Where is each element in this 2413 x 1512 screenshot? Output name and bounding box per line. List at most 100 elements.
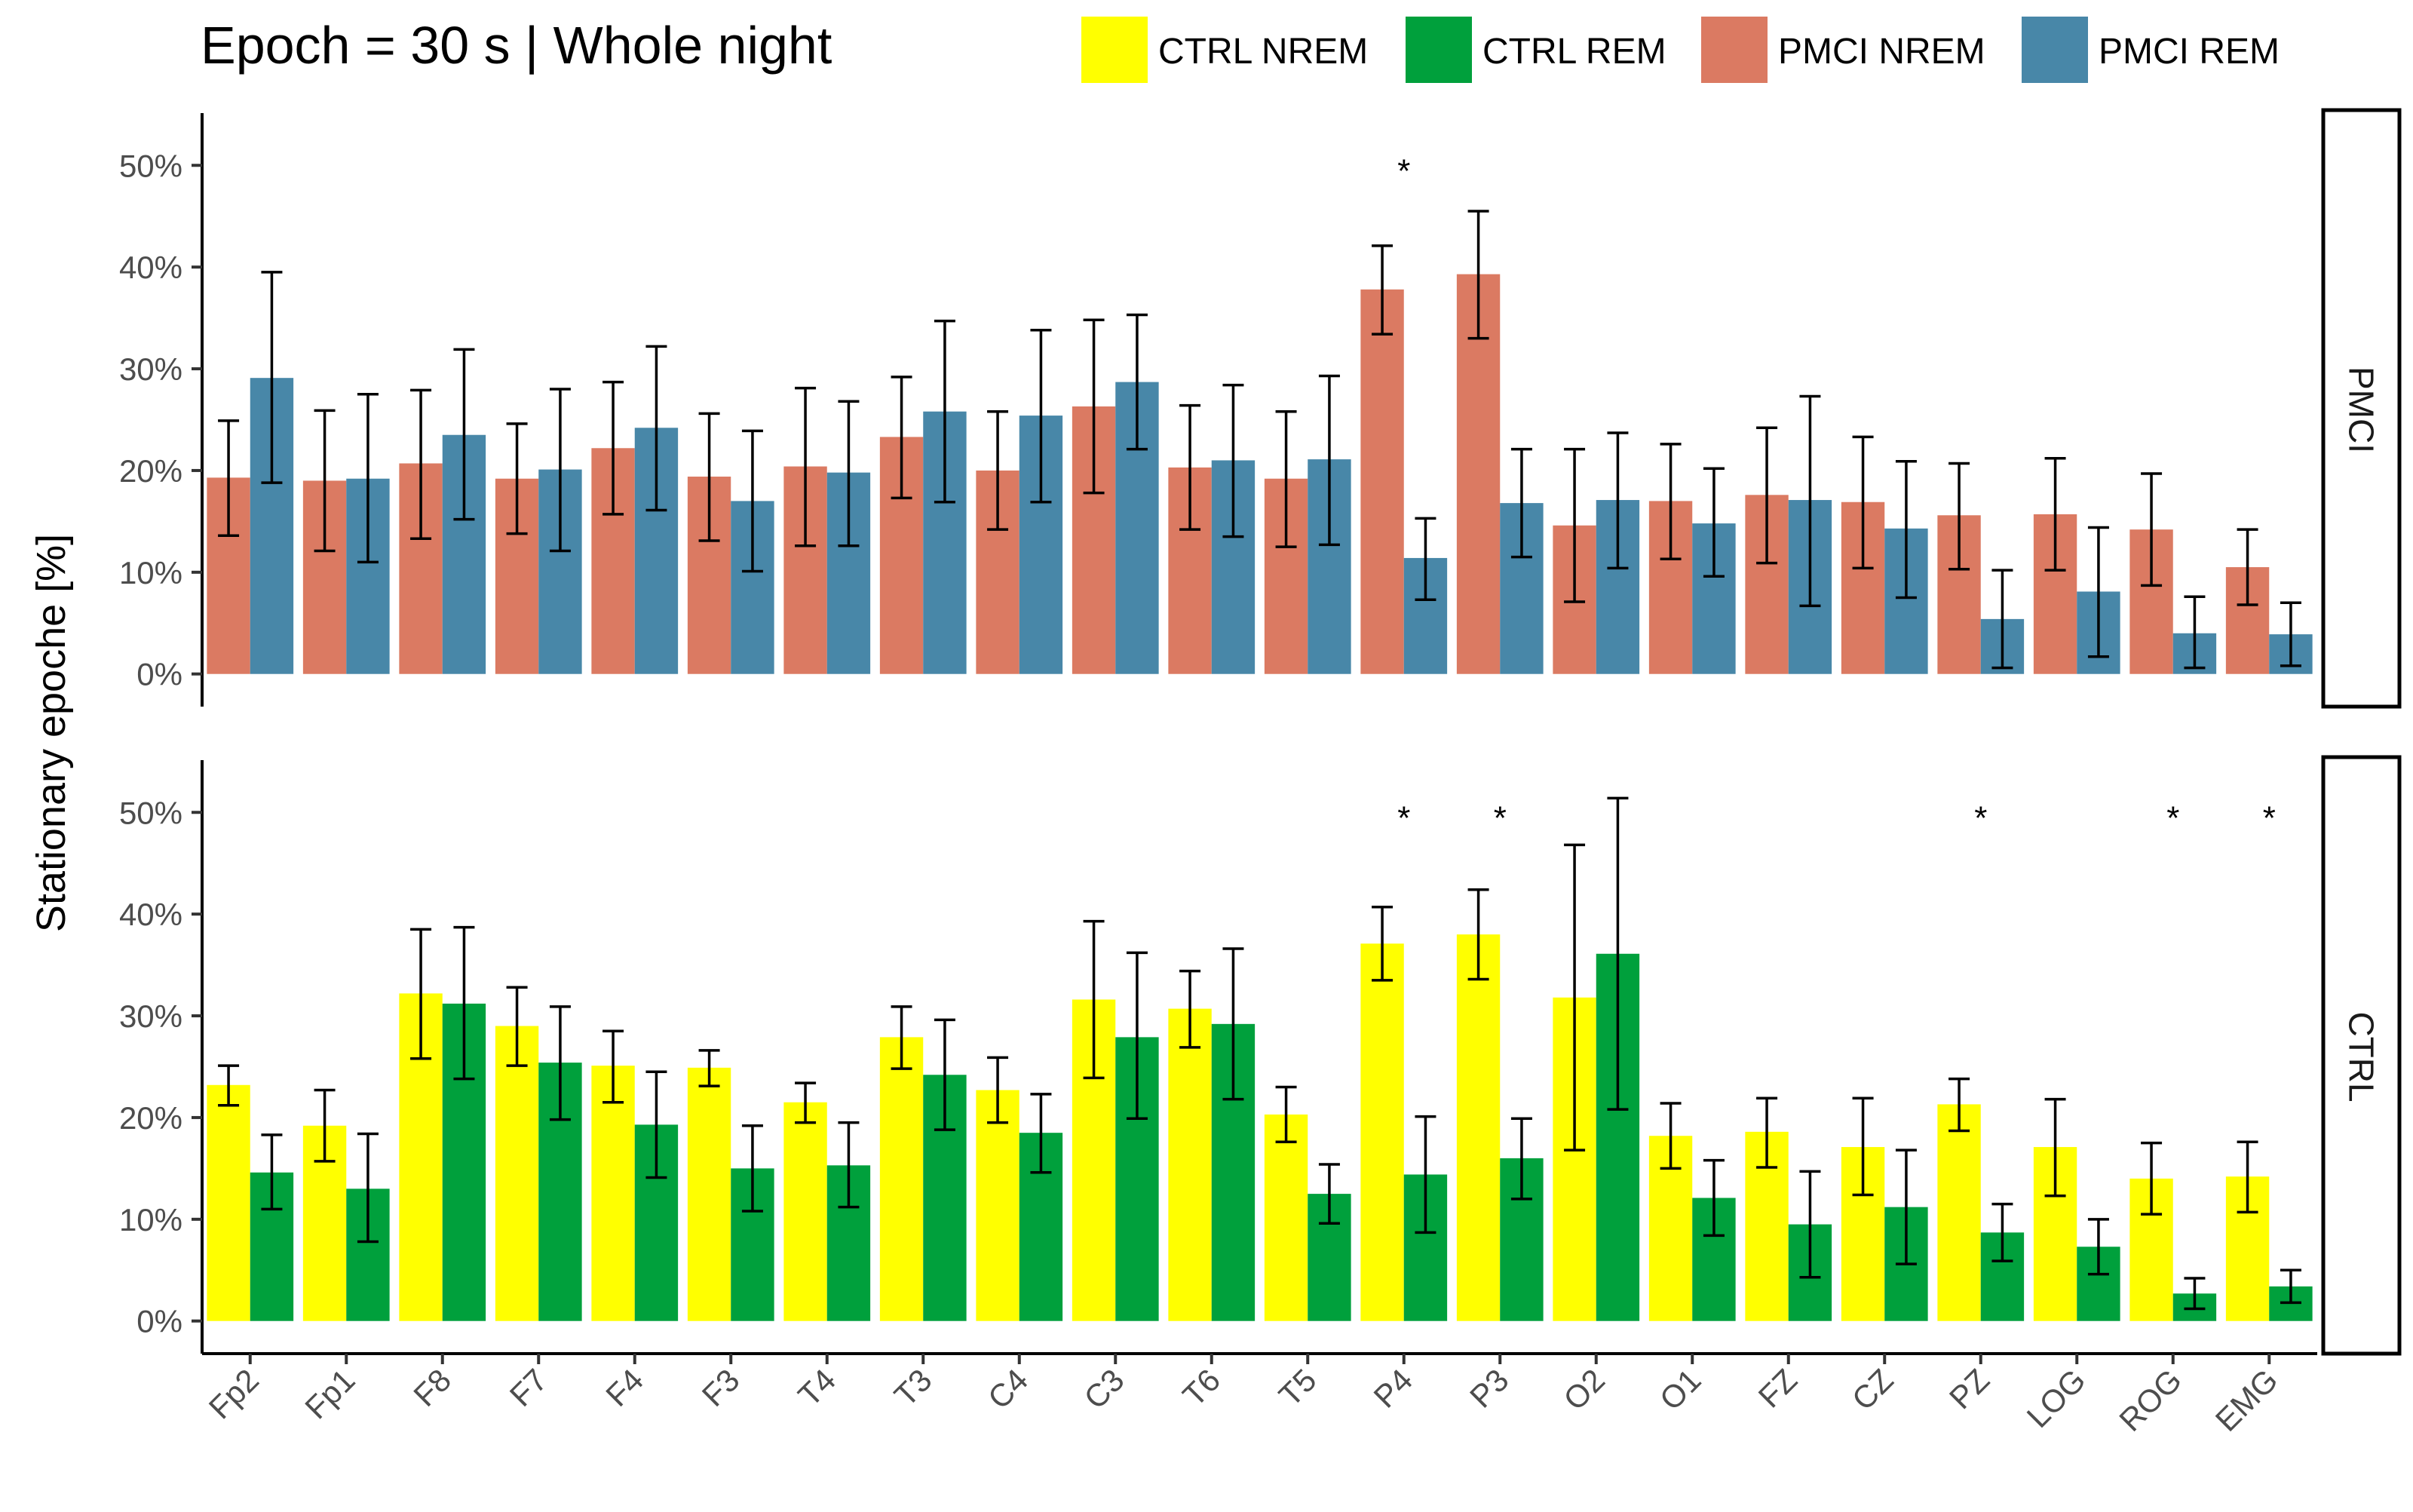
y-tick-label: 40% bbox=[119, 897, 182, 932]
y-tick-label: 10% bbox=[119, 1202, 182, 1238]
error-bar-pmci-rem-fp1 bbox=[357, 393, 379, 564]
x-tick-label-t3: T3 bbox=[888, 1362, 939, 1413]
x-tick-label-o2: O2 bbox=[1556, 1362, 1611, 1417]
error-bar-pmci-nrem-c4 bbox=[987, 409, 1009, 531]
error-bar-pmci-nrem-pz bbox=[1948, 462, 1970, 571]
error-bar-pmci-nrem-log bbox=[2044, 456, 2066, 572]
facet-strip-pmci bbox=[2321, 108, 2402, 709]
error-bar-ctrl-nrem-emg bbox=[2237, 1140, 2258, 1214]
x-tick-label-rog: ROG bbox=[2112, 1362, 2188, 1438]
bar-ctrl-nrem-f4 bbox=[591, 1066, 635, 1321]
legend-label-pmci-nrem: PMCI NREM bbox=[1778, 32, 1985, 72]
legend-swatch-pmci-nrem bbox=[1701, 17, 1768, 83]
significance-star-p4: * bbox=[1397, 152, 1410, 189]
error-bar-pmci-rem-o1 bbox=[1703, 467, 1725, 578]
error-bar-ctrl-nrem-fp1 bbox=[314, 1088, 336, 1163]
x-tick-label-emg: EMG bbox=[2209, 1362, 2285, 1438]
x-tick-label-log: LOG bbox=[2020, 1362, 2093, 1434]
x-tick-label-fp1: Fp1 bbox=[298, 1362, 361, 1425]
y-tick-label: 50% bbox=[119, 148, 182, 183]
error-bar-pmci-rem-cz bbox=[1895, 460, 1917, 600]
x-tick-label-t6: T6 bbox=[1176, 1362, 1227, 1413]
bar-ctrl-nrem-t3 bbox=[879, 1037, 924, 1321]
error-bar-pmci-nrem-o1 bbox=[1660, 443, 1682, 561]
legend-swatch-pmci-rem bbox=[2022, 17, 2088, 83]
error-bar-ctrl-rem-rog bbox=[2184, 1277, 2206, 1311]
bar-ctrl-nrem-f7 bbox=[495, 1026, 539, 1321]
panel-pmci: 0% 10% 20% 30% 40% 50% * PMCI bbox=[119, 108, 2402, 709]
y-tick-label: 50% bbox=[119, 795, 182, 830]
error-bar-pmci-rem-f8 bbox=[453, 348, 475, 521]
x-tick-label-cz: CZ bbox=[1845, 1362, 1900, 1417]
x-tick-label-f3: F3 bbox=[695, 1362, 747, 1413]
error-bar-pmci-rem-t4 bbox=[838, 400, 860, 547]
error-bar-pmci-nrem-c3 bbox=[1083, 318, 1105, 495]
legend-label-pmci-rem: PMCI REM bbox=[2099, 32, 2280, 72]
x-tick-label-p4: P4 bbox=[1367, 1362, 1420, 1415]
error-bar-ctrl-rem-emg bbox=[2280, 1268, 2301, 1305]
legend-item-pmci-rem: PMCI REM bbox=[2022, 17, 2280, 83]
error-bar-ctrl-nrem-cz bbox=[1852, 1096, 1874, 1197]
legend-label-ctrl-nrem: CTRL NREM bbox=[1158, 32, 1368, 72]
error-bar-ctrl-rem-t6 bbox=[1222, 947, 1244, 1101]
x-tick-label-t4: T4 bbox=[791, 1362, 842, 1413]
error-bar-pmci-rem-p3 bbox=[1510, 447, 1532, 559]
legend-label-ctrl-rem: CTRL REM bbox=[1482, 32, 1666, 72]
y-tick-label: 0% bbox=[136, 657, 182, 692]
error-bar-ctrl-nrem-t5 bbox=[1275, 1085, 1297, 1144]
error-bar-pmci-nrem-emg bbox=[2237, 528, 2258, 606]
legend-item-ctrl-rem: CTRL REM bbox=[1406, 17, 1666, 83]
significance-star-emg: * bbox=[2263, 799, 2276, 836]
error-bar-ctrl-rem-fp2 bbox=[261, 1133, 283, 1211]
error-bar-pmci-rem-rog bbox=[2184, 595, 2206, 670]
error-bar-pmci-rem-emg bbox=[2280, 601, 2301, 667]
error-bar-ctrl-nrem-f3 bbox=[698, 1049, 720, 1087]
x-tick-label-o1: O1 bbox=[1653, 1362, 1708, 1417]
error-bar-pmci-rem-f7 bbox=[549, 388, 571, 553]
error-bar-pmci-rem-p4 bbox=[1415, 517, 1436, 601]
y-tick-label: 20% bbox=[119, 453, 182, 489]
x-tick-label-t5: T5 bbox=[1272, 1362, 1323, 1413]
error-bar-pmci-nrem-t6 bbox=[1179, 403, 1201, 531]
error-bar-ctrl-rem-o2 bbox=[1607, 796, 1629, 1111]
error-bar-pmci-nrem-f3 bbox=[698, 412, 720, 542]
error-bar-ctrl-nrem-p3 bbox=[1467, 888, 1489, 981]
error-bar-ctrl-rem-c3 bbox=[1126, 951, 1148, 1121]
bar-ctrl-nrem-p4 bbox=[1360, 943, 1404, 1321]
error-bar-pmci-nrem-o2 bbox=[1564, 447, 1586, 603]
error-bar-pmci-nrem-f7 bbox=[506, 422, 528, 535]
x-tick-label-fp2: Fp2 bbox=[202, 1362, 265, 1425]
error-bar-pmci-nrem-f8 bbox=[410, 388, 432, 541]
x-tick-label-c3: C3 bbox=[1077, 1362, 1130, 1415]
error-bar-pmci-nrem-f4 bbox=[602, 380, 624, 516]
legend-item-ctrl-nrem: CTRL NREM bbox=[1081, 17, 1368, 83]
x-tick-label-f4: F4 bbox=[599, 1362, 650, 1413]
panel-ctrl: 0% 10% 20% 30% 40% 50% * * * * * CTRL Fp2 Fp1 F8 F7 F4 F3… bbox=[119, 755, 2402, 1438]
error-bar-ctrl-nrem-fp2 bbox=[218, 1064, 240, 1107]
error-bar-ctrl-nrem-c4 bbox=[987, 1056, 1009, 1124]
error-bar-ctrl-rem-c4 bbox=[1030, 1093, 1052, 1174]
significance-star-p4: * bbox=[1397, 799, 1410, 836]
legend: CTRL NREM CTRL REM PMCI NREM PMCI REM bbox=[1081, 17, 2280, 83]
x-tick-label-f7: F7 bbox=[503, 1362, 554, 1413]
error-bar-pmci-rem-fz bbox=[1799, 394, 1821, 608]
x-tick-label-pz: PZ bbox=[1942, 1362, 1996, 1415]
error-bar-ctrl-rem-pz bbox=[1991, 1202, 2013, 1262]
facet-strip-label-ctrl: CTRL bbox=[2342, 1011, 2381, 1102]
error-bar-ctrl-nrem-p4 bbox=[1372, 905, 1394, 982]
error-bar-ctrl-rem-fp1 bbox=[357, 1132, 379, 1244]
bar-ctrl-nrem-c4 bbox=[976, 1090, 1019, 1321]
error-bar-ctrl-rem-f8 bbox=[453, 925, 475, 1081]
error-bar-ctrl-rem-p3 bbox=[1510, 1117, 1532, 1201]
error-bar-ctrl-nrem-rog bbox=[2141, 1141, 2163, 1216]
error-bar-ctrl-nrem-o2 bbox=[1564, 843, 1586, 1152]
x-tick-label-fz: FZ bbox=[1752, 1362, 1804, 1415]
facet-strip-ctrl bbox=[2321, 755, 2402, 1356]
error-bar-ctrl-nrem-t6 bbox=[1179, 969, 1201, 1049]
error-bar-pmci-nrem-fz bbox=[1756, 426, 1778, 565]
bar-ctrl-nrem-t5 bbox=[1264, 1114, 1308, 1321]
legend-swatch-ctrl-nrem bbox=[1081, 17, 1148, 83]
error-bar-pmci-rem-log bbox=[2087, 526, 2109, 658]
error-bar-ctrl-rem-f7 bbox=[549, 1005, 571, 1121]
